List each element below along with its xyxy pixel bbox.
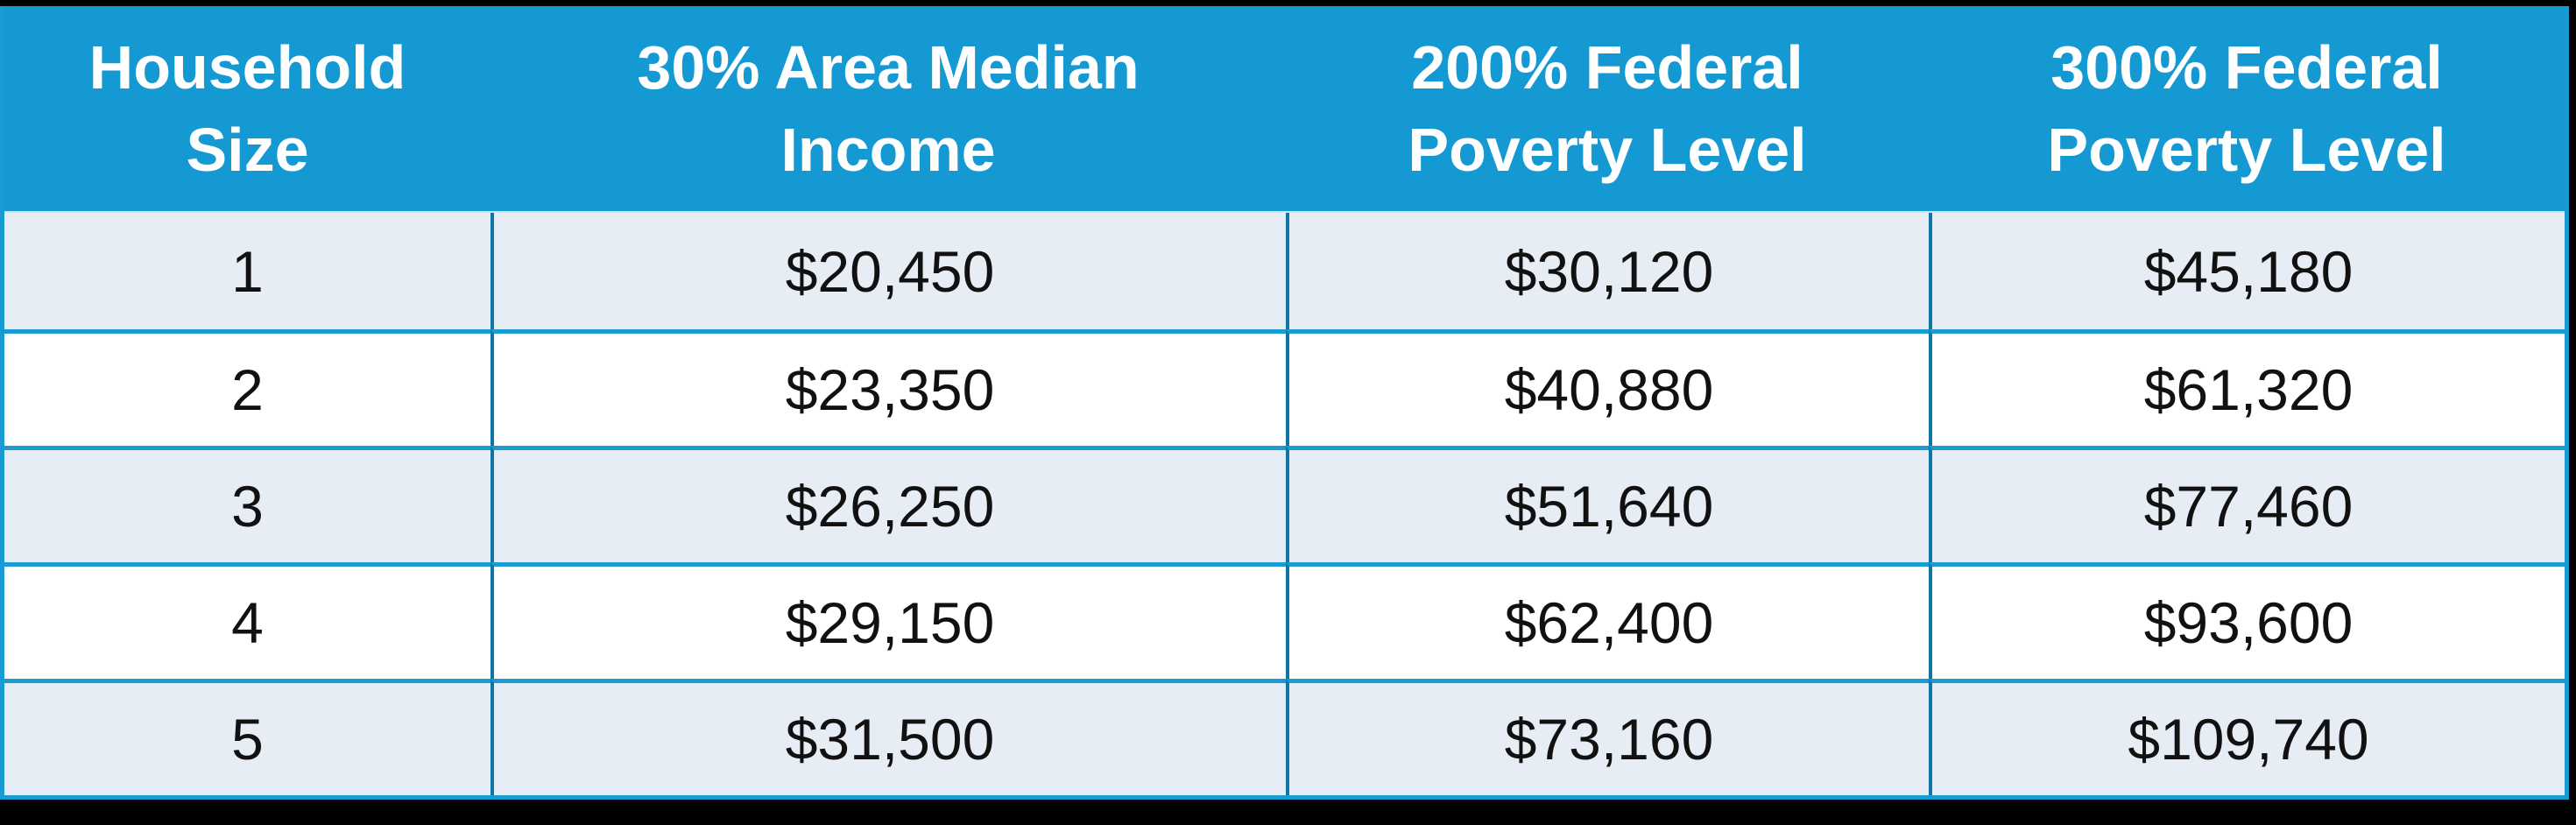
household-size-cell: 3 (4, 446, 490, 562)
header-cell-col4: 300% Federal Poverty Level (1929, 6, 2565, 213)
income-value-cell: $40,880 (1286, 329, 1929, 446)
household-size-cell: 4 (4, 562, 490, 679)
income-value-cell: $26,250 (490, 446, 1286, 562)
income-value-cell: $30,120 (1286, 213, 1929, 329)
header-cell-col2: 30% Area Median Income (490, 6, 1286, 213)
income-value-cell: $31,500 (490, 679, 1286, 795)
household-size-cell: 1 (4, 213, 490, 329)
income-value-cell: $77,460 (1929, 446, 2565, 562)
income-value-cell: $45,180 (1929, 213, 2565, 329)
header-cell-col3: 200% Federal Poverty Level (1286, 6, 1929, 213)
household-size-cell: 2 (4, 329, 490, 446)
income-value-cell: $109,740 (1929, 679, 2565, 795)
header-cell-col1: Household Size (4, 6, 490, 213)
income-limits-table: Household Size 30% Area Median Income 200%… (0, 6, 2569, 800)
income-value-cell: $62,400 (1286, 562, 1929, 679)
income-value-cell: $20,450 (490, 213, 1286, 329)
income-value-cell: $51,640 (1286, 446, 1929, 562)
income-value-cell: $61,320 (1929, 329, 2565, 446)
income-value-cell: $29,150 (490, 562, 1286, 679)
household-size-cell: 5 (4, 679, 490, 795)
income-value-cell: $23,350 (490, 329, 1286, 446)
income-value-cell: $93,600 (1929, 562, 2565, 679)
income-value-cell: $73,160 (1286, 679, 1929, 795)
